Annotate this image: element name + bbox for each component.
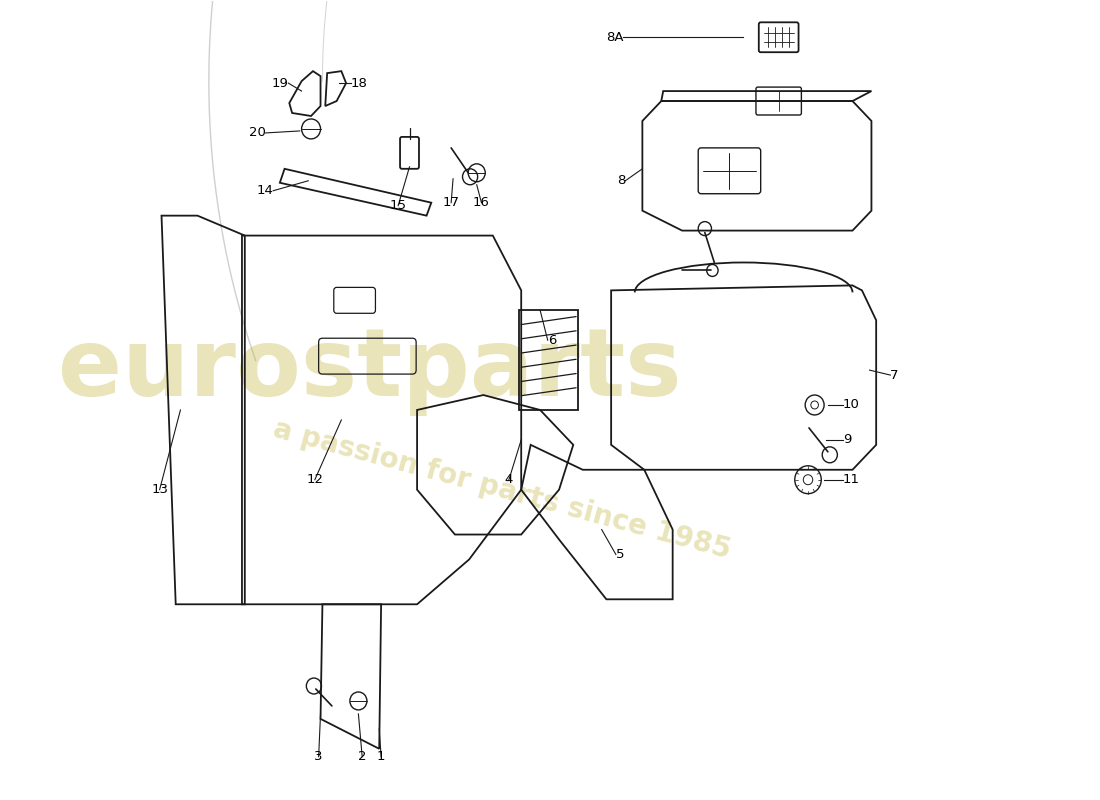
Text: 18: 18 — [351, 77, 367, 90]
Text: 2: 2 — [358, 750, 366, 763]
Text: 7: 7 — [890, 369, 899, 382]
Text: a passion for parts since 1985: a passion for parts since 1985 — [271, 415, 734, 564]
Text: 8A: 8A — [606, 30, 624, 44]
Text: 11: 11 — [843, 474, 860, 486]
Text: 1: 1 — [377, 750, 385, 763]
Text: 20: 20 — [249, 126, 265, 139]
Text: 3: 3 — [315, 750, 323, 763]
Text: eurostparts: eurostparts — [58, 324, 682, 416]
Text: 14: 14 — [256, 184, 273, 198]
Text: 17: 17 — [442, 196, 460, 209]
Text: 10: 10 — [843, 398, 860, 411]
Text: 6: 6 — [548, 334, 557, 346]
Text: 9: 9 — [843, 434, 851, 446]
Text: 8: 8 — [617, 174, 625, 187]
Text: 15: 15 — [389, 199, 407, 212]
Text: 4: 4 — [505, 474, 513, 486]
Text: 13: 13 — [151, 483, 168, 496]
Text: 19: 19 — [272, 77, 288, 90]
Text: 5: 5 — [616, 548, 625, 561]
Text: 16: 16 — [473, 196, 490, 209]
Text: 12: 12 — [307, 474, 323, 486]
